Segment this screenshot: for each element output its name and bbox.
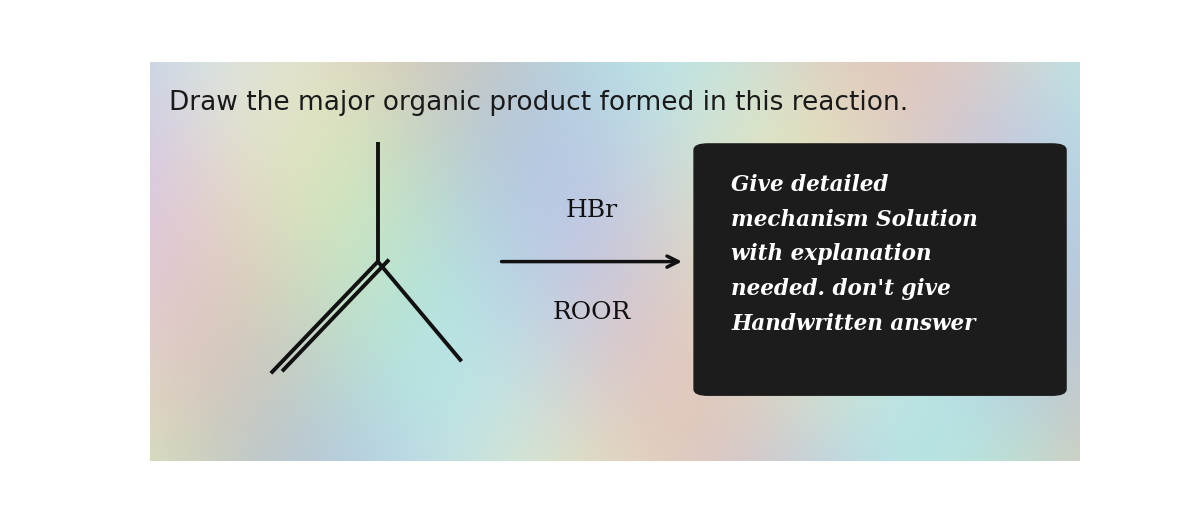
Text: ROOR: ROOR — [553, 301, 631, 324]
Text: HBr: HBr — [565, 199, 618, 222]
Text: Draw the major organic product formed in this reaction.: Draw the major organic product formed in… — [168, 90, 908, 116]
FancyBboxPatch shape — [694, 144, 1066, 395]
Text: Give detailed
mechanism Solution
with explanation
needed. don't give
Handwritten: Give detailed mechanism Solution with ex… — [731, 174, 978, 335]
